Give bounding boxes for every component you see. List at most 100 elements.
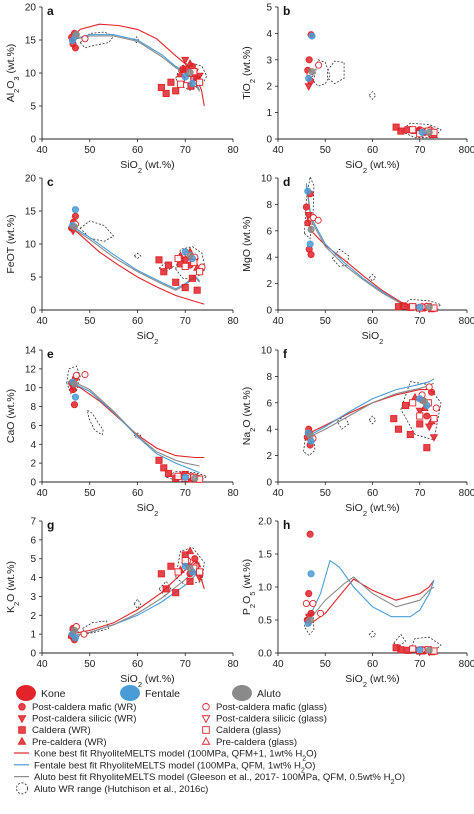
point-kone-circle-open (314, 216, 322, 224)
point-kone-circle (71, 212, 79, 220)
point-aluto-circle (70, 626, 79, 634)
point-aluto-circle (307, 225, 315, 234)
x-tick-label: 50 (320, 316, 332, 327)
point-kone-square (162, 89, 170, 98)
y-tick-label: 0 (266, 135, 272, 146)
x-axis-label: SiO2 (137, 502, 159, 518)
model-line-aluto (305, 185, 439, 310)
y-tick-label: 15 (25, 207, 37, 218)
aluto-range-outline (66, 365, 81, 394)
x-axis-label: SiO2 (wt.%) (345, 502, 399, 518)
model-line-kone (305, 214, 439, 310)
aluto-range-outline (133, 432, 142, 440)
point-fentale-circle (71, 206, 79, 214)
point-kone-square (399, 302, 407, 310)
point-kone-square (172, 87, 180, 95)
x-tick-label: 80 (227, 488, 239, 499)
aluto-range-outline (368, 91, 377, 100)
point-aluto-circle (306, 432, 314, 440)
y-tick-label: 8 (266, 372, 272, 383)
panel-letter: d (283, 175, 290, 189)
point-fentale-circle (181, 248, 189, 256)
aluto-range-outline (175, 246, 206, 281)
point-kone-square (423, 444, 431, 452)
y-tick-label: 1.5 (258, 550, 272, 561)
aluto-range-outline (409, 636, 442, 654)
legend-item-label: Post-caldera silicic (glass) (216, 714, 327, 725)
panel-c: 40 50 60 70 80 0 5 10 15 20 c SiO2 FeOT (wt.%) (5, 174, 239, 346)
x-tick-label: 60 (367, 145, 379, 156)
y-tick-label: 20 (25, 3, 37, 14)
point-kone-square-open (196, 268, 204, 276)
aluto-range-outline (133, 598, 142, 610)
aluto-range-outline (79, 220, 114, 242)
point-fentale-circle (306, 240, 314, 248)
point-kone-square (402, 401, 410, 409)
y-axis-label: K2O (wt.%) (5, 561, 21, 613)
x-tick-label: 50 (84, 659, 96, 670)
point-kone-square (193, 286, 201, 294)
point-aluto-circle (186, 251, 194, 259)
x-tick-label: 800 (459, 488, 474, 499)
aluto-range-outline (303, 436, 316, 457)
y-tick-label: 4 (266, 29, 272, 40)
y-axis-label: TiO2 (wt.%) (241, 46, 257, 99)
panel-d: 40 50 60 70 800 0 2 4 6 8 10 d SiO2 MgO (wt.%) (241, 174, 474, 346)
point-kone-square (167, 562, 175, 570)
point-kone-square (406, 430, 414, 439)
x-axis-label: SiO2 (137, 330, 159, 346)
panel-letter: c (47, 175, 54, 189)
y-tick-label: 2 (266, 82, 272, 93)
model-line-aluto (306, 382, 435, 439)
y-tick-label: 4 (30, 573, 36, 584)
y-tick-label: 10 (25, 383, 37, 394)
x-tick-label: 50 (320, 488, 332, 499)
point-kone-square (172, 278, 180, 286)
point-kone-square-open (409, 399, 417, 407)
y-tick-label: 0 (30, 649, 36, 660)
x-tick-label: 60 (132, 488, 144, 499)
x-tick-label: 70 (414, 316, 426, 327)
panel-letter: h (283, 518, 290, 532)
y-tick-label: 5 (30, 273, 36, 284)
point-aluto-circle (420, 397, 429, 406)
legend-line-label: Aluto WR range (Hutchison et al., 2016c) (34, 784, 208, 795)
x-tick-label: 50 (84, 316, 96, 327)
point-kone-circle-open (81, 35, 89, 43)
model-line-kone (306, 578, 435, 628)
model-line-kone (70, 226, 205, 305)
aluto-range-outline (133, 252, 142, 259)
y-tick-label: 3 (266, 55, 272, 66)
panel-f: 40 50 60 70 800 0 2 4 6 8 10 f SiO2 (wt.%) Na2O (wt.%… (241, 346, 474, 518)
x-tick-label: 80 (227, 316, 239, 327)
y-tick-label: 5 (266, 3, 272, 14)
model-line-fentale (70, 566, 201, 637)
y-tick-label: 1 (30, 630, 36, 641)
legend-item-label: Pre-caldera (WR) (32, 737, 107, 748)
point-kone-square (160, 268, 168, 276)
aluto-range-outline (79, 31, 114, 49)
legend-line-label: Kone best fit RhyoliteMELTS model (100MP… (34, 749, 317, 763)
legend-marker-circle-open (202, 703, 210, 711)
point-kone-square-open (409, 645, 417, 653)
point-kone-square (160, 464, 168, 472)
point-kone-square (181, 65, 189, 73)
point-fentale-circle (304, 187, 312, 195)
x-tick-label: 40 (36, 145, 48, 156)
point-kone-circle (423, 412, 431, 420)
legend-marker-triangle-down (17, 715, 27, 724)
x-tick-label: 800 (459, 316, 474, 327)
point-kone-circle (306, 530, 314, 538)
point-kone-square-open (196, 568, 204, 576)
model-line-fentale (70, 34, 201, 91)
legend-range-swatch (16, 782, 28, 795)
y-tick-label: 0 (266, 306, 272, 317)
point-kone-square-open (416, 412, 424, 420)
x-tick-label: 60 (132, 145, 144, 156)
point-kone-circle-open (315, 61, 323, 69)
aluto-range-outline (400, 122, 442, 139)
y-tick-label: 0 (30, 135, 36, 146)
point-kone-circle-open (425, 383, 433, 391)
legend-marker-triangle-up-open (201, 736, 211, 745)
